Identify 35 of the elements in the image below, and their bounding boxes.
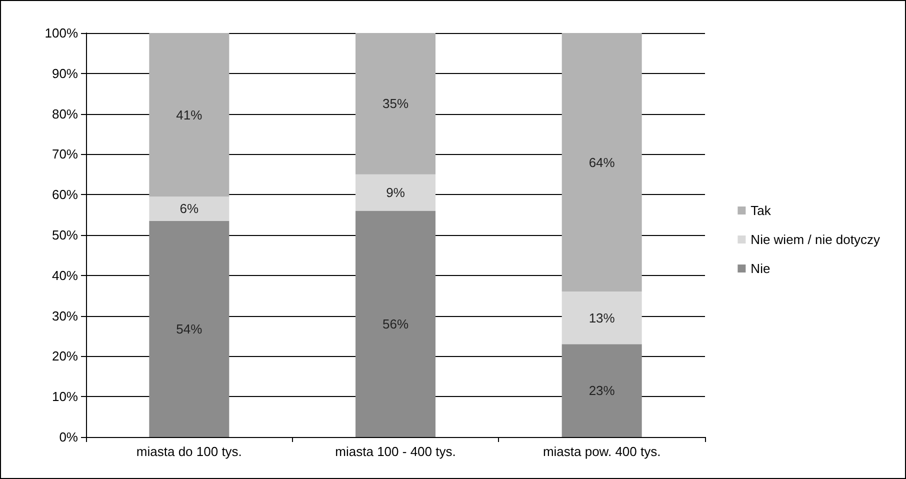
bar — [356, 210, 436, 437]
data-label: 41% — [176, 107, 203, 122]
y-tick-label: 0% — [59, 430, 78, 444]
x-tick-label: miasta pow. 400 tys. — [542, 444, 661, 459]
y-tick-label: 50% — [52, 228, 78, 242]
bar — [562, 344, 642, 437]
bar — [356, 174, 436, 211]
bar — [149, 33, 230, 197]
y-tick-label: 30% — [52, 308, 78, 324]
data-label: 54% — [176, 321, 203, 336]
data-label: 13% — [588, 310, 616, 326]
data-label: 6% — [180, 201, 199, 216]
data-label: 64% — [588, 154, 616, 170]
legend-label: Nie — [750, 261, 770, 276]
x-tick-label: miasta do 100 tys. — [136, 444, 242, 459]
data-label: 35% — [382, 96, 409, 112]
y-tick-label: 20% — [52, 348, 78, 364]
y-tick-label: 10% — [52, 389, 78, 404]
y-tick-label: 40% — [52, 268, 78, 283]
data-label: 56% — [382, 316, 409, 332]
legend-label: Tak — [750, 203, 772, 218]
bar — [149, 196, 230, 221]
x-tick-label: miasta 100 - 400 tys. — [335, 444, 456, 459]
y-tick-label: 60% — [52, 187, 78, 202]
bar — [356, 33, 436, 174]
y-tick-label: 70% — [52, 146, 78, 162]
legend-label: Nie wiem / nie dotyczy — [750, 232, 880, 247]
bar — [562, 33, 642, 292]
y-tick-label: 80% — [52, 106, 78, 122]
y-tick-label: 100% — [44, 26, 78, 40]
data-label: 23% — [588, 383, 616, 398]
y-tick-label: 90% — [52, 66, 78, 81]
bar — [562, 292, 642, 344]
data-label: 9% — [386, 185, 406, 200]
bar — [149, 220, 230, 437]
